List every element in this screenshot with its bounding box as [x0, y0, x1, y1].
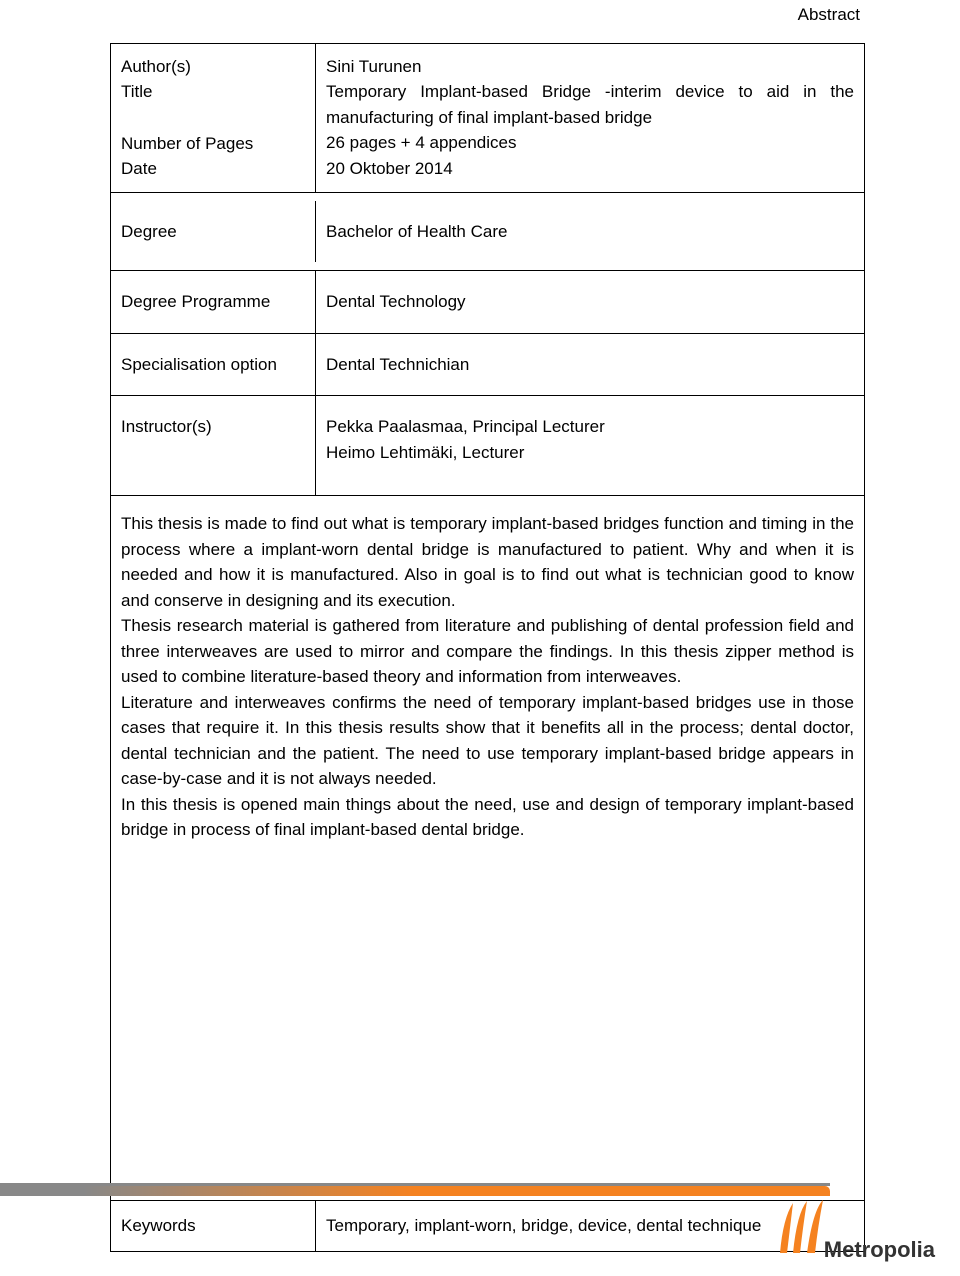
date-label: Date [121, 156, 305, 182]
author-label: Author(s) [121, 54, 305, 80]
author-value: Sini Turunen [326, 54, 854, 80]
abstract-p4: In this thesis is opened main things abo… [121, 792, 854, 843]
degree-label: Degree [121, 219, 305, 245]
abstract-header: Abstract [110, 0, 865, 43]
row-instructor: Instructor(s) Pekka Paalasmaa, Principal… [111, 396, 864, 496]
logo-swoosh-icon [775, 1198, 830, 1256]
specialisation-label: Specialisation option [121, 352, 305, 378]
programme-value: Dental Technology [326, 289, 854, 315]
date-value: 20 Oktober 2014 [326, 156, 854, 182]
row-author-title: Author(s) Title Number of Pages Date Sin… [111, 44, 864, 193]
footer-bar [0, 1186, 830, 1196]
abstract-table: Author(s) Title Number of Pages Date Sin… [110, 43, 865, 1252]
pages-value: 26 pages + 4 appendices [326, 130, 854, 156]
programme-label: Degree Programme [121, 289, 305, 315]
degree-value: Bachelor of Health Care [326, 219, 854, 245]
abstract-p2: Thesis research material is gathered fro… [121, 613, 854, 690]
logo-text: Metropolia [824, 1233, 935, 1266]
abstract-body: This thesis is made to find out what is … [111, 496, 864, 1201]
row-degree: Degree Bachelor of Health Care [111, 193, 864, 272]
instructor-label: Instructor(s) [121, 414, 305, 440]
abstract-p3: Literature and interweaves confirms the … [121, 690, 854, 792]
abstract-p1: This thesis is made to find out what is … [121, 511, 854, 613]
row-programme: Degree Programme Dental Technology [111, 271, 864, 334]
title-label: Title [121, 79, 305, 105]
metropolia-logo: Metropolia [775, 1198, 935, 1268]
instructor-value-1: Pekka Paalasmaa, Principal Lecturer [326, 414, 854, 440]
instructor-value-2: Heimo Lehtimäki, Lecturer [326, 440, 854, 466]
pages-label: Number of Pages [121, 131, 305, 157]
specialisation-value: Dental Technichian [326, 352, 854, 378]
row-specialisation: Specialisation option Dental Technichian [111, 334, 864, 397]
title-value: Temporary Implant-based Bridge -interim … [326, 79, 854, 130]
footer: Metropolia [0, 1186, 960, 1276]
